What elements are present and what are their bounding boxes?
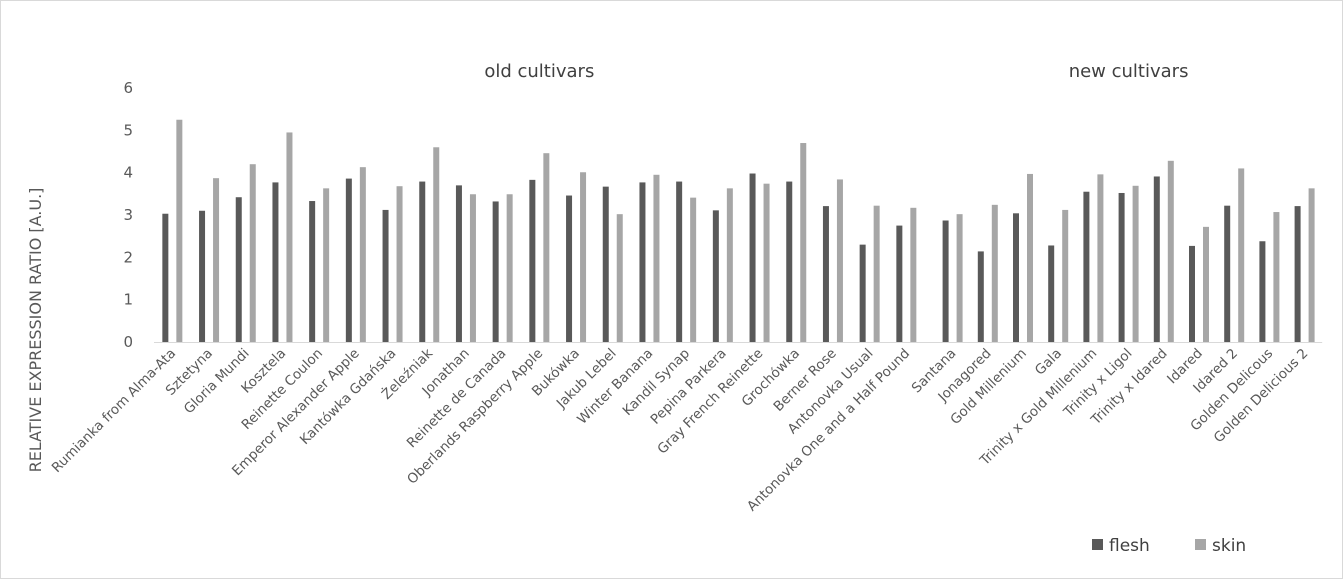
bar-skin (1238, 168, 1245, 342)
bar-flesh (712, 210, 719, 342)
bar-flesh (235, 197, 242, 342)
bar-flesh (345, 178, 352, 342)
bar-flesh (455, 185, 462, 342)
bar-skin (763, 183, 770, 342)
bar-flesh (786, 181, 793, 342)
legend-swatch-skin (1195, 539, 1206, 550)
bar-flesh (272, 182, 279, 342)
bar-flesh (1153, 176, 1160, 342)
bar-flesh (382, 209, 389, 342)
bar-skin (323, 188, 330, 342)
y-axis-label-group: RELATIVE EXPRESSION RATIO [A.U.] (26, 188, 45, 473)
bar-flesh (977, 251, 984, 342)
y-axis-title: RELATIVE EXPRESSION RATIO [A.U.] (26, 188, 45, 473)
bar-flesh (309, 201, 316, 342)
y-tick-label: 6 (123, 79, 133, 97)
bar-skin (956, 214, 963, 342)
legend-label-flesh: flesh (1109, 536, 1150, 556)
bar-flesh (896, 225, 903, 342)
bar-skin (1167, 160, 1174, 342)
y-tick-label: 2 (123, 248, 133, 266)
bar-skin (616, 214, 623, 342)
bar-skin (991, 204, 998, 342)
bar-skin (653, 174, 660, 342)
y-axis-ticks: 0 1 2 3 4 5 6 (123, 79, 133, 351)
y-tick-label: 0 (123, 333, 133, 351)
bar-skin (249, 164, 256, 342)
group-label: new cultivars (1069, 61, 1189, 82)
bar-skin (910, 207, 917, 342)
bar-skin (396, 186, 403, 342)
bar-skin (469, 194, 476, 342)
bar-skin (1027, 173, 1033, 342)
bar-flesh (1118, 192, 1125, 342)
bar-skin (873, 205, 880, 342)
bars (162, 119, 1315, 342)
y-tick-label: 3 (123, 206, 133, 224)
y-tick-label: 5 (123, 121, 133, 139)
bar-flesh (822, 206, 829, 342)
bar-flesh (1294, 206, 1301, 342)
bar-flesh (639, 182, 646, 342)
bar-flesh (859, 244, 866, 342)
bar-flesh (162, 213, 169, 342)
bar-skin (1132, 185, 1139, 342)
bar-skin (1203, 226, 1209, 342)
bar-skin (1062, 209, 1069, 342)
bar-flesh (1259, 241, 1266, 342)
bar-flesh (1013, 213, 1019, 342)
bar-flesh (942, 220, 949, 342)
bar-flesh (529, 179, 536, 342)
bar-skin (1308, 188, 1315, 342)
legend-label-skin: skin (1212, 536, 1246, 556)
bar-skin (359, 167, 366, 342)
bar-skin (543, 153, 550, 342)
bar-skin (690, 197, 697, 342)
bar-flesh (199, 210, 206, 342)
bar-skin (1273, 212, 1280, 342)
bar-skin (1097, 174, 1104, 342)
bar-skin (176, 119, 183, 342)
bar-flesh (676, 181, 683, 342)
bar-skin (800, 143, 807, 342)
bar-flesh (1083, 191, 1090, 342)
bar-flesh (602, 186, 609, 342)
bar-flesh (492, 201, 499, 342)
bar-flesh (1189, 245, 1195, 342)
bar-skin (286, 132, 293, 342)
y-tick-label: 4 (123, 164, 133, 182)
legend: flesh skin (1092, 536, 1246, 556)
bar-skin (580, 172, 587, 342)
group-labels: old cultivars new cultivars (484, 61, 1188, 82)
bar-flesh (749, 173, 756, 342)
bar-skin (506, 194, 513, 342)
legend-swatch-flesh (1092, 539, 1103, 550)
bar-skin (433, 147, 440, 342)
y-tick-label: 1 (123, 291, 133, 309)
group-label: old cultivars (484, 61, 594, 82)
bar-flesh (566, 195, 573, 342)
bar-skin (836, 179, 843, 342)
bar-flesh (1048, 245, 1055, 342)
bar-flesh (1224, 205, 1231, 342)
bar-flesh (419, 181, 426, 342)
bar-skin (726, 188, 733, 342)
bar-skin (213, 178, 220, 342)
